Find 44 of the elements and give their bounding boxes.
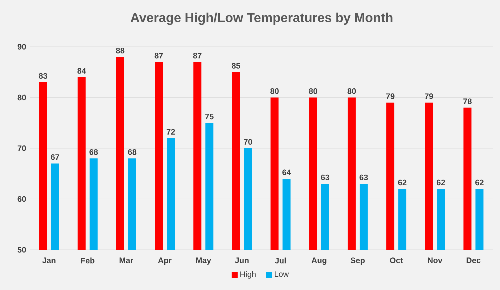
x-tick-label: Aug bbox=[312, 258, 327, 265]
data-label: 80 bbox=[270, 88, 279, 94]
data-label: 83 bbox=[39, 73, 48, 79]
data-label: 85 bbox=[232, 63, 240, 69]
data-label: 63 bbox=[321, 174, 330, 180]
y-tick-label: 80 bbox=[18, 94, 26, 101]
x-tick-label: Jul bbox=[275, 258, 286, 264]
x-tick-label: May bbox=[196, 258, 212, 265]
x-tick-label: Nov bbox=[428, 258, 443, 264]
chart-title: Average High/Low Temperatures by Month bbox=[130, 12, 393, 26]
data-label: 75 bbox=[206, 114, 214, 120]
x-tick-label: Mar bbox=[120, 258, 134, 264]
data-label: 80 bbox=[348, 88, 356, 94]
data-label: 87 bbox=[154, 53, 164, 59]
data-label: 88 bbox=[116, 48, 125, 54]
x-tick-label: Sep bbox=[350, 258, 365, 266]
y-tick-label: 70 bbox=[18, 146, 26, 152]
legend-label: High bbox=[240, 271, 256, 279]
x-tick-label: Apr bbox=[158, 258, 172, 265]
x-tick-label: Oct bbox=[390, 258, 404, 264]
data-label: 68 bbox=[90, 149, 98, 156]
data-label: 78 bbox=[464, 98, 472, 104]
data-label: 70 bbox=[244, 139, 252, 145]
data-label: 79 bbox=[425, 94, 434, 100]
data-label: 79 bbox=[386, 94, 395, 100]
y-tick-label: 60 bbox=[18, 196, 26, 202]
data-label: 80 bbox=[309, 88, 318, 94]
x-tick-label: Feb bbox=[81, 258, 95, 264]
data-label: 68 bbox=[128, 149, 137, 156]
data-label: 62 bbox=[436, 180, 446, 186]
x-tick-label: Jun bbox=[235, 258, 249, 264]
y-tick-label: 90 bbox=[18, 44, 26, 50]
legend-label: Low bbox=[275, 272, 290, 278]
data-label: 64 bbox=[282, 170, 292, 176]
data-label: 84 bbox=[78, 68, 86, 74]
data-label: 67 bbox=[51, 154, 60, 160]
data-label: 72 bbox=[166, 129, 176, 135]
data-label: 87 bbox=[193, 53, 202, 59]
data-label: 62 bbox=[398, 180, 407, 186]
y-tick-label: 50 bbox=[18, 247, 26, 253]
data-label: 63 bbox=[360, 174, 368, 180]
x-tick-label: Dec bbox=[466, 258, 481, 264]
data-label: 62 bbox=[476, 180, 484, 186]
x-tick-label: Jan bbox=[42, 258, 56, 264]
